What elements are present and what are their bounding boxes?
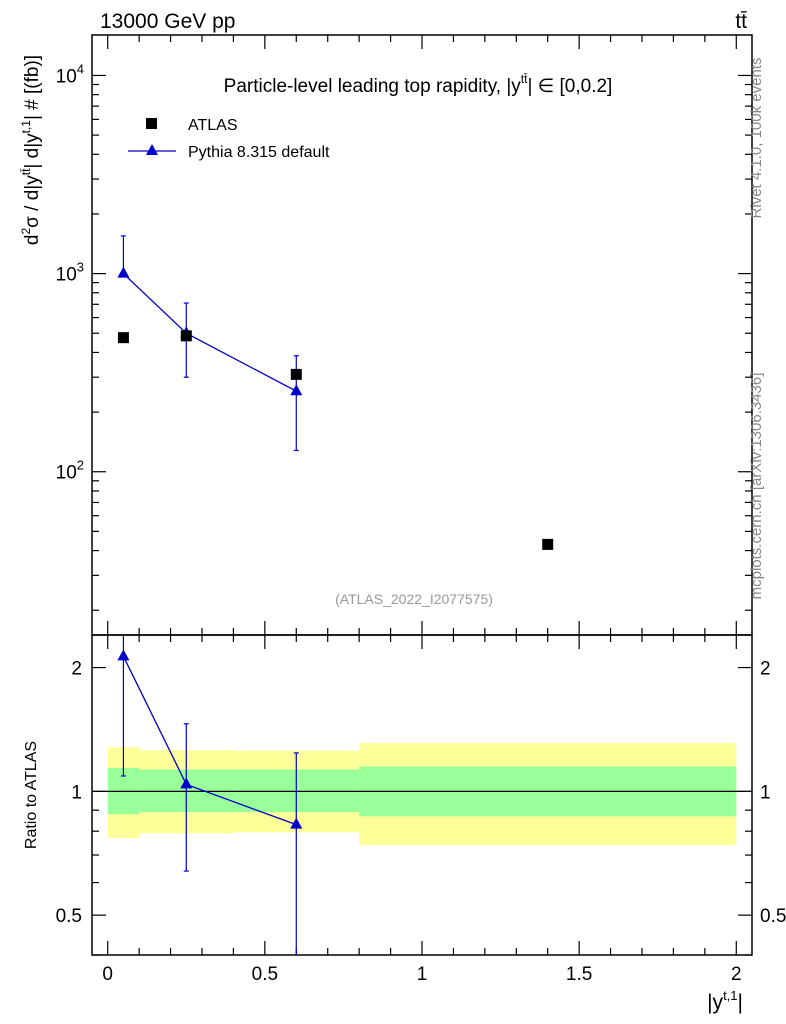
legend: ATLAS Pythia 8.315 default <box>128 117 330 161</box>
main-y-ticks: 102 103 104 <box>56 61 752 611</box>
x-tick-label: 1 <box>417 964 428 985</box>
ratio-ytick-label-right: 2 <box>760 659 771 680</box>
ratio-ytick-label-right: 0.5 <box>760 906 786 927</box>
data-point <box>180 330 192 342</box>
x-tick-label: 0.5 <box>252 964 278 985</box>
watermark: (ATLAS_2022_I2077575) <box>335 591 493 607</box>
data-point <box>117 332 129 344</box>
main-ytick-label: 103 <box>56 260 84 286</box>
ratio-ytick-label-left: 1 <box>71 782 82 803</box>
data-point <box>290 368 302 380</box>
legend-data-marker <box>146 118 157 129</box>
legend-mc-marker <box>146 144 158 155</box>
ratio-ytick-label-left: 2 <box>71 659 82 680</box>
x-axis-label: |yt,1| <box>707 988 743 1014</box>
main-title-text: Particle-level leading top rapidity, |y <box>224 76 522 97</box>
main-x-ticks <box>107 35 737 635</box>
ratio-ytick-label-left: 0.5 <box>56 906 82 927</box>
legend-mc-label: Pythia 8.315 default <box>188 144 330 161</box>
ratio-bands <box>107 743 737 846</box>
main-ytick-label: 104 <box>56 61 84 87</box>
main-title-sup: tt̄ <box>521 72 528 86</box>
energy-label: 13000 GeV pp <box>100 10 235 33</box>
x-tick-label: 2 <box>731 964 742 985</box>
main-title: Particle-level leading top rapidity, |yt… <box>224 72 613 97</box>
mcplots-label: mcplots.cern.ch [arXiv:1306.3436] <box>748 373 765 600</box>
rivet-label: Rivet 4.1.0, 100k events <box>748 58 765 219</box>
ratio-ytick-label-right: 1 <box>760 782 771 803</box>
main-ytick-label: 102 <box>56 458 84 484</box>
x-tick-label: 0 <box>102 964 113 985</box>
legend-data-label: ATLAS <box>188 117 238 134</box>
x-tick-label: 1.5 <box>566 964 592 985</box>
ratio-mc-series <box>117 635 303 955</box>
main-mc-marker <box>117 266 130 278</box>
ratio-mc-marker <box>290 817 303 829</box>
ratio-mc-marker <box>117 649 130 661</box>
main-title-tail: | ∈ [0,0.2] <box>527 76 612 97</box>
main-y-axis-label: d2σ / d|ytt̄| d|yt,1| # [(fb)] <box>19 55 43 245</box>
main-mc-line <box>122 273 297 392</box>
process-label: tt̄ <box>735 10 747 33</box>
ratio-y-ticks: 0.5 0.5 1 1 2 2 <box>56 659 786 956</box>
main-mc-series <box>117 235 303 452</box>
main-mc-marker <box>290 384 303 396</box>
data-point <box>542 538 554 550</box>
ratio-y-axis-label: Ratio to ATLAS <box>23 741 40 849</box>
main-data-series <box>117 330 554 550</box>
ratio-mc-marker <box>180 777 193 789</box>
ratio-x-ticks: 0 0.5 1 1.5 2 <box>102 635 742 985</box>
